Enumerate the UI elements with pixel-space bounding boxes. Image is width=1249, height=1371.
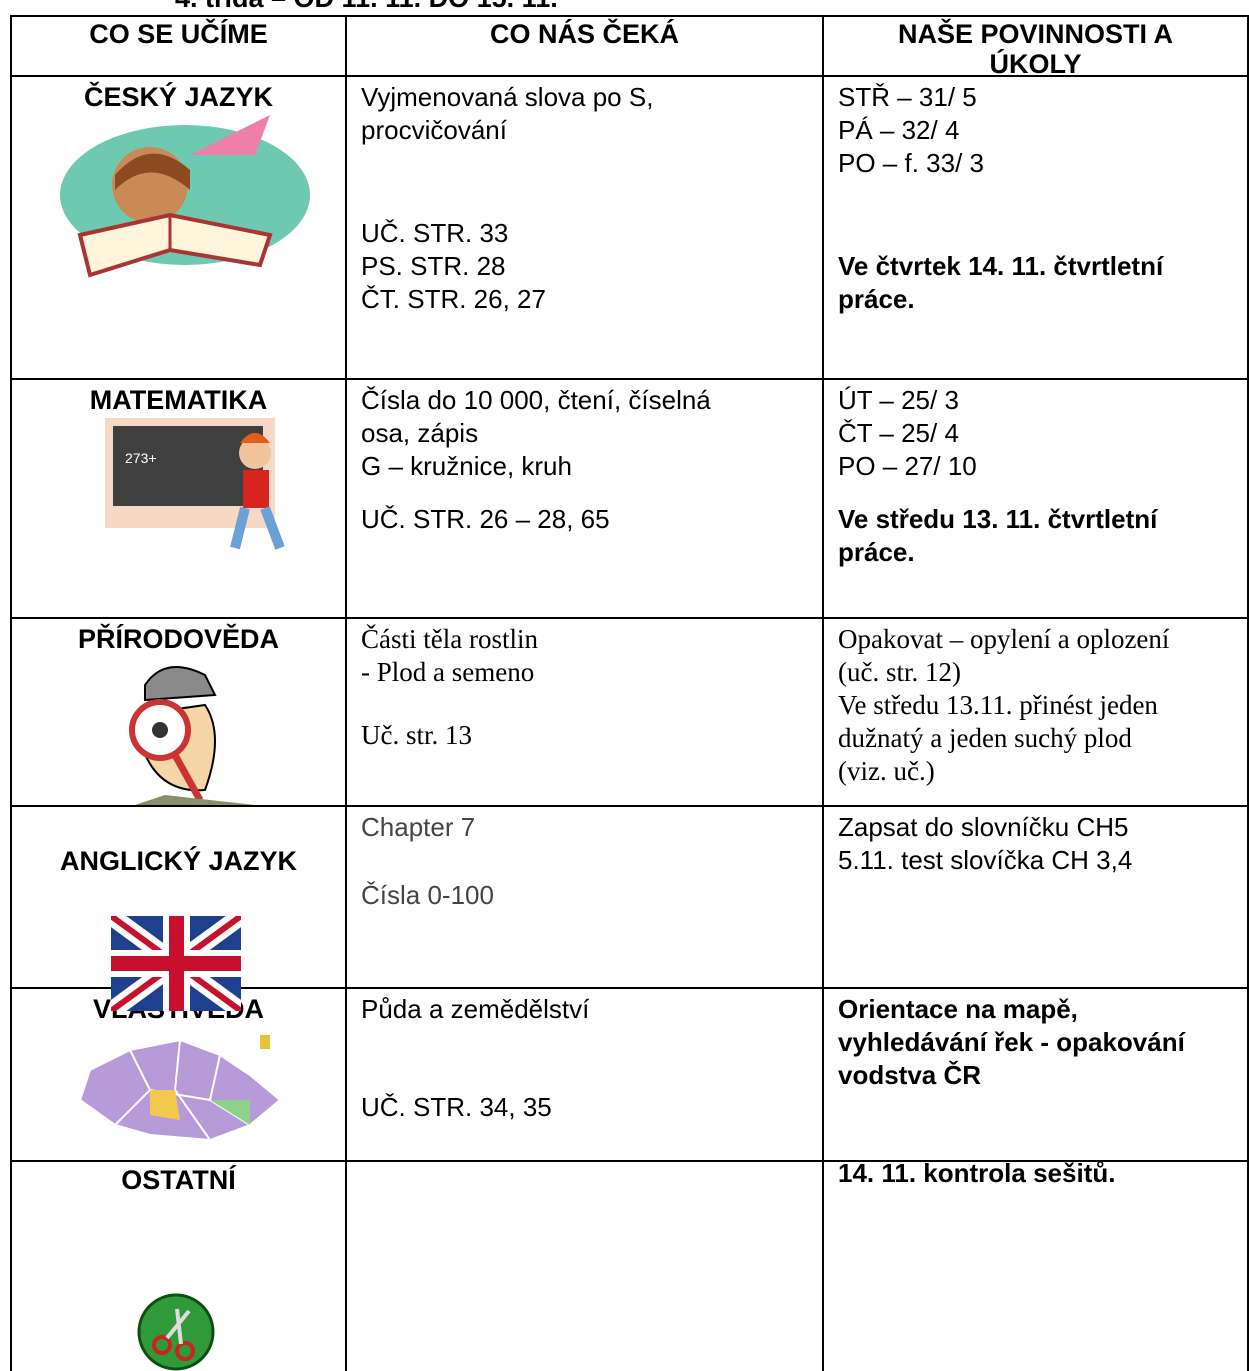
text-line: STŘ – 31/ 5 <box>838 82 977 112</box>
text-line: vyhledávání řek - opakování <box>838 1027 1185 1057</box>
text-line: práce. <box>838 537 915 567</box>
text-line: Uč. str. 13 <box>361 720 472 750</box>
icon-map <box>78 1035 282 1142</box>
text-block: Vyjmenovaná slova po S, procvičování <box>361 81 808 147</box>
text-line: vodstva ČR <box>838 1060 982 1090</box>
table-border <box>1247 15 1249 1371</box>
svg-text:273+: 273+ <box>125 450 157 466</box>
text-line: ČT. STR. 26, 27 <box>361 284 546 314</box>
learn-cell: Čísla do 10 000, čtení, číselná osa, zápi… <box>345 378 822 617</box>
text-block: Uč. str. 13 <box>361 719 808 752</box>
text-line: PO – f. 33/ 3 <box>838 148 984 178</box>
text-line: 5.11. test slovíčka CH 3,4 <box>838 845 1133 875</box>
learn-cell <box>345 1160 822 1371</box>
icon-reading-girl <box>60 115 310 278</box>
text-line: G – kružnice, kruh <box>361 451 572 481</box>
text-block: Zapsat do slovníčku CH5 5.11. test slovíč… <box>838 811 1233 877</box>
text-block: Půda a zemědělství <box>361 993 808 1026</box>
text-line: Části těla rostlin <box>361 624 538 654</box>
icon-blackboard: 273+ <box>105 418 285 550</box>
learn-cell: Části těla rostlin - Plod a semeno Uč. str… <box>345 617 822 805</box>
page-title: 4. třída – OD 11. 11. DO 15. 11. <box>175 0 558 14</box>
text-line: Čísla 0-100 <box>361 880 494 910</box>
duties-cell: Orientace na mapě, vyhledávání řek - opak… <box>822 987 1247 1188</box>
text-line: Čísla do 10 000, čtení, číselná <box>361 385 711 415</box>
text-block: ÚT – 25/ 3 ČT – 25/ 4 PO – 27/ 10 <box>838 384 1233 483</box>
text-line: osa, zápis <box>361 418 479 448</box>
text-line: Chapter 7 <box>361 812 476 842</box>
text-line: (uč. str. 12) <box>838 657 961 687</box>
text-line: PS. STR. 28 <box>361 251 506 281</box>
text-line: Ve středu 13.11. přinést jeden <box>838 690 1158 720</box>
text-line: (viz. uč.) <box>838 756 935 786</box>
duties-cell: Zapsat do slovníčku CH5 5.11. test slovíč… <box>822 805 1247 987</box>
subject-cell: ANGLICKÝ JAZYK <box>10 805 345 987</box>
text-line: ČT – 25/ 4 <box>838 418 959 448</box>
text-line: práce. <box>838 284 915 314</box>
text-line: PÁ – 32/ 4 <box>838 115 960 145</box>
learn-cell: Chapter 7 Čísla 0-100 <box>345 805 822 987</box>
text-line: Půda a zemědělství <box>361 994 590 1024</box>
text-block: STŘ – 31/ 5 PÁ – 32/ 4 PO – f. 33/ 3 <box>838 81 1233 180</box>
text-block: Chapter 7 <box>361 811 808 844</box>
text-block: Ve středu 13. 11. čtvrtletní práce. <box>838 503 1233 569</box>
text-block: UČ. STR. 33 PS. STR. 28 ČT. STR. 26, 27 <box>361 217 808 316</box>
text-block: Opakovat – opylení a oplození (uč. str. 1… <box>838 623 1233 788</box>
text-line: Orientace na mapě, <box>838 994 1078 1024</box>
text-line: 14. 11. kontrola sešitů. <box>838 1158 1116 1188</box>
text-line: Ve čtvrtek 14. 11. čtvrtletní <box>838 251 1164 281</box>
column-header: NAŠE POVINNOSTI A ÚKOLY <box>822 15 1247 79</box>
duties-cell: ÚT – 25/ 3 ČT – 25/ 4 PO – 27/ 10 Ve středu… <box>822 378 1247 617</box>
duties-cell: Opakovat – opylení a oplození (uč. str. 1… <box>822 617 1247 805</box>
text-line: procvičování <box>361 115 507 145</box>
column-header: CO SE UČÍME <box>10 15 345 75</box>
text-block: 14. 11. kontrola sešitů. <box>838 1157 1233 1190</box>
text-line: - Plod a semeno <box>361 657 535 687</box>
text-block: Čísla do 10 000, čtení, číselná osa, zápi… <box>361 384 808 483</box>
learn-cell: Vyjmenovaná slova po S, procvičování UČ. S… <box>345 75 822 378</box>
text-block: Části těla rostlin - Plod a semeno <box>361 623 808 689</box>
text-line: Opakovat – opylení a oplození <box>838 624 1170 654</box>
text-block: Ve čtvrtek 14. 11. čtvrtletní práce. <box>838 250 1233 316</box>
text-line: Vyjmenovaná slova po S, <box>361 82 654 112</box>
text-line: Ve středu 13. 11. čtvrtletní <box>838 504 1158 534</box>
subject-cell: OSTATNÍ <box>10 1160 345 1371</box>
subject-cell: ČESKÝ JAZYK <box>10 75 345 378</box>
subject-cell: PŘÍRODOVĚDA <box>10 617 345 805</box>
icon-detective <box>129 666 255 805</box>
learn-cell: Půda a zemědělství UČ. STR. 34, 35 <box>345 987 822 1160</box>
text-line: ÚT – 25/ 3 <box>838 385 959 415</box>
icon-scissors <box>137 1293 215 1371</box>
text-line: UČ. STR. 33 <box>361 218 509 248</box>
text-block: UČ. STR. 34, 35 <box>361 1091 808 1124</box>
text-line: Zapsat do slovníčku CH5 <box>838 812 1129 842</box>
text-line: PO – 27/ 10 <box>838 451 977 481</box>
text-block: Čísla 0-100 <box>361 879 808 912</box>
text-line: UČ. STR. 26 – 28, 65 <box>361 504 610 534</box>
column-header: CO NÁS ČEKÁ <box>345 15 822 75</box>
subject-cell: MATEMATIKA <box>10 378 345 617</box>
text-line: UČ. STR. 34, 35 <box>361 1092 552 1122</box>
duties-cell <box>822 1160 1247 1371</box>
text-block: Orientace na mapě, vyhledávání řek - opak… <box>838 993 1233 1092</box>
text-line: dužnatý a jeden suchý plod <box>838 723 1132 753</box>
duties-cell: STŘ – 31/ 5 PÁ – 32/ 4 PO – f. 33/ 3 Ve čtv… <box>822 75 1247 378</box>
text-block: UČ. STR. 26 – 28, 65 <box>361 503 808 536</box>
icon-uk-flag <box>111 916 241 1011</box>
